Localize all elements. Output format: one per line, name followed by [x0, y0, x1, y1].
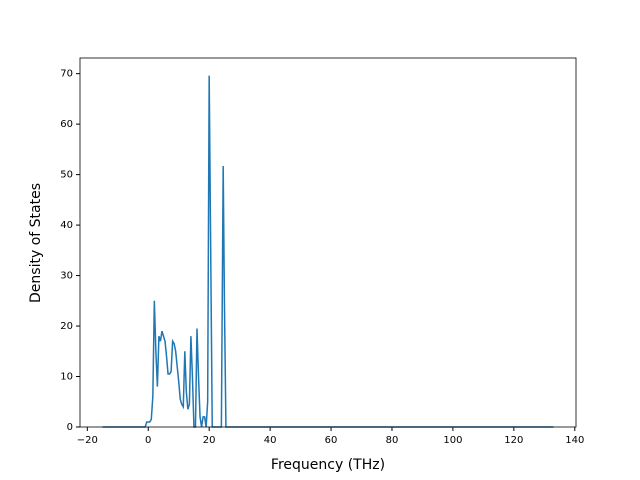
y-axis-label: Density of States — [28, 183, 44, 303]
x-tick-label: 60 — [325, 435, 338, 446]
data-line — [102, 75, 554, 428]
y-tick-label: 30 — [60, 271, 73, 282]
y-tick-label: 20 — [60, 321, 73, 332]
x-tick-label: 0 — [145, 435, 151, 446]
y-tick-label: 60 — [60, 119, 73, 130]
y-tick-label: 70 — [60, 69, 73, 80]
y-tick-label: 40 — [60, 220, 73, 231]
y-tick-label: 50 — [60, 170, 73, 181]
x-tick-label: 100 — [443, 435, 462, 446]
x-tick-label: 80 — [386, 435, 399, 446]
x-tick-label: 140 — [565, 435, 584, 446]
plot-frame — [79, 57, 577, 428]
x-tick-label: 40 — [264, 435, 277, 446]
y-tick-label: 10 — [60, 372, 73, 383]
y-tick-label: 0 — [67, 422, 73, 433]
x-tick-label: −20 — [77, 435, 98, 446]
x-tick-label: 20 — [203, 435, 216, 446]
x-tick-label: 120 — [504, 435, 523, 446]
x-axis-label: Frequency (THz) — [271, 457, 385, 473]
